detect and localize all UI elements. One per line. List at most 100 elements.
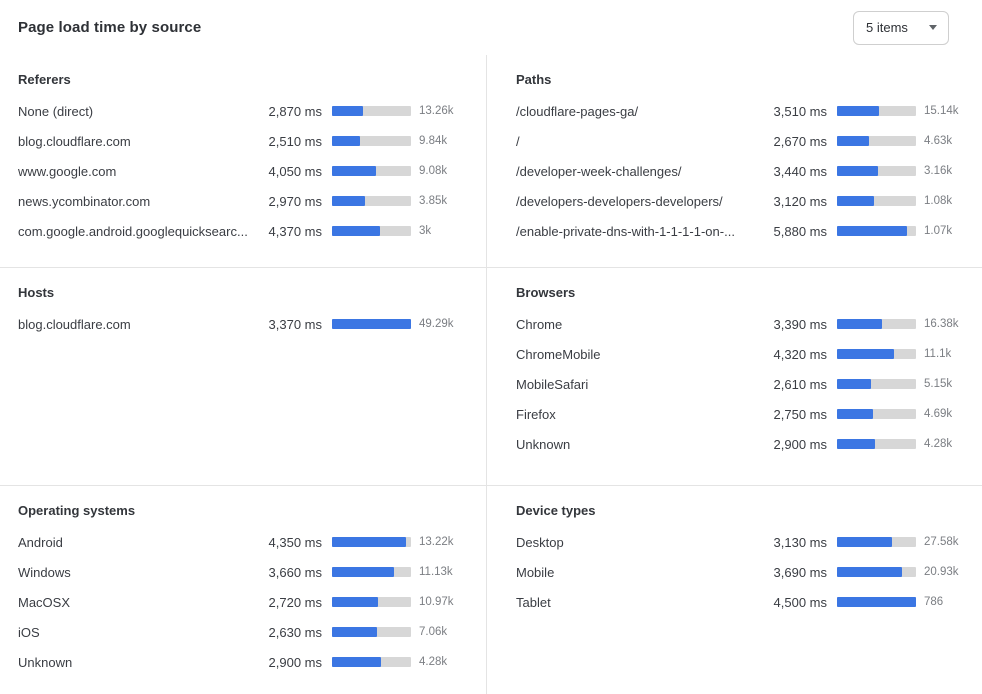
table-row[interactable]: com.google.android.googlequicksearc... 4,… bbox=[18, 216, 463, 246]
visits-count: 1.08k bbox=[924, 195, 953, 207]
bar-fill bbox=[837, 537, 892, 547]
visits-count: 4.28k bbox=[924, 438, 953, 450]
visits-count: 4.28k bbox=[419, 656, 448, 668]
bar-track bbox=[332, 319, 411, 329]
table-row[interactable]: Unknown 2,900 ms 4.28k bbox=[18, 647, 463, 677]
table-row[interactable]: /developers-developers-developers/3,120 … bbox=[516, 186, 968, 216]
table-row[interactable]: /cloudflare-pages-ga/3,510 ms 15.14k bbox=[516, 96, 968, 126]
load-time-value: 3,440 ms bbox=[773, 163, 827, 179]
visits-count: 1.07k bbox=[924, 225, 953, 237]
visits-count: 13.26k bbox=[419, 105, 454, 117]
load-time-value: 2,900 ms bbox=[268, 654, 322, 670]
bar-track bbox=[837, 379, 916, 389]
table-row[interactable]: Unknown 2,900 ms 4.28k bbox=[516, 429, 968, 459]
bar-track bbox=[837, 409, 916, 419]
visits-count: 9.08k bbox=[419, 165, 448, 177]
bar-track bbox=[837, 106, 916, 116]
table-row[interactable]: Windows 3,660 ms 11.13k bbox=[18, 557, 463, 587]
bar-fill bbox=[837, 226, 908, 236]
bar-fill bbox=[332, 567, 395, 577]
table-row[interactable]: Tablet 4,500 ms 786 bbox=[516, 587, 968, 617]
row-label: Windows bbox=[18, 564, 71, 580]
page-title: Page load time by source bbox=[18, 19, 202, 36]
panels-grid: Referers None (direct) 2,870 ms 13.26k blog.… bbox=[0, 55, 982, 694]
panel-title: Paths bbox=[516, 72, 552, 87]
visits-count: 15.14k bbox=[924, 105, 959, 117]
table-row[interactable]: MacOSX 2,720 ms 10.97k bbox=[18, 587, 463, 617]
load-time-value: 5,880 ms bbox=[773, 223, 827, 239]
bar-track bbox=[837, 136, 916, 146]
row-label: news.ycombinator.com bbox=[18, 193, 151, 209]
table-row[interactable]: MobileSafari 2,610 ms 5.15k bbox=[516, 369, 968, 399]
load-time-value: 3,130 ms bbox=[773, 534, 827, 550]
table-row[interactable]: www.google.com 4,050 ms 9.08k bbox=[18, 156, 463, 186]
bar-fill bbox=[837, 106, 879, 116]
load-time-value: 2,870 ms bbox=[268, 103, 322, 119]
table-row[interactable]: Firefox 2,750 ms 4.69k bbox=[516, 399, 968, 429]
bar-track bbox=[332, 567, 411, 577]
load-time-value: 2,510 ms bbox=[268, 133, 322, 149]
card-header: Page load time by source 5 items bbox=[0, 0, 982, 55]
bar-track bbox=[332, 597, 411, 607]
items-count-dropdown[interactable]: 5 items bbox=[853, 10, 949, 45]
caret-down-icon bbox=[929, 25, 937, 30]
bar-fill bbox=[837, 136, 869, 146]
row-label: MobileSafari bbox=[516, 376, 589, 392]
bar-track bbox=[837, 166, 916, 176]
visits-count: 27.58k bbox=[924, 536, 959, 548]
visits-count: 4.69k bbox=[924, 408, 953, 420]
visits-count: 9.84k bbox=[419, 135, 448, 147]
load-time-value: 3,120 ms bbox=[773, 193, 827, 209]
visits-count: 3k bbox=[419, 225, 432, 237]
load-time-value: 2,750 ms bbox=[773, 406, 827, 422]
bar-fill bbox=[837, 379, 872, 389]
visits-count: 11.1k bbox=[924, 348, 952, 360]
bar-fill bbox=[837, 196, 875, 206]
table-row[interactable]: news.ycombinator.com 2,970 ms 3.85k bbox=[18, 186, 463, 216]
visits-count: 4.63k bbox=[924, 135, 953, 147]
bar-track bbox=[837, 439, 916, 449]
row-label: ChromeMobile bbox=[516, 346, 601, 362]
table-row[interactable]: ChromeMobile 4,320 ms 11.1k bbox=[516, 339, 968, 369]
bar-track bbox=[332, 166, 411, 176]
table-row[interactable]: blog.cloudflare.com 2,510 ms 9.84k bbox=[18, 126, 463, 156]
row-label: Mobile bbox=[516, 564, 555, 580]
bar-fill bbox=[837, 349, 894, 359]
load-time-value: 2,610 ms bbox=[773, 376, 827, 392]
bar-fill bbox=[332, 597, 379, 607]
visits-count: 5.15k bbox=[924, 378, 953, 390]
bar-track bbox=[332, 136, 411, 146]
bar-fill bbox=[332, 226, 380, 236]
table-row[interactable]: Mobile 3,690 ms 20.93k bbox=[516, 557, 968, 587]
panel-title: Device types bbox=[516, 503, 596, 518]
table-row[interactable]: blog.cloudflare.com 3,370 ms 49.29k bbox=[18, 309, 463, 339]
row-label: Desktop bbox=[516, 534, 564, 550]
bar-track bbox=[332, 657, 411, 667]
bar-track bbox=[332, 627, 411, 637]
bar-fill bbox=[332, 537, 407, 547]
table-row[interactable]: Desktop 3,130 ms 27.58k bbox=[516, 527, 968, 557]
table-row[interactable]: /developer-week-challenges/3,440 ms 3.16k bbox=[516, 156, 968, 186]
bar-track bbox=[837, 226, 916, 236]
load-time-value: 4,370 ms bbox=[268, 223, 322, 239]
table-row[interactable]: / 2,670 ms 4.63k bbox=[516, 126, 968, 156]
table-row[interactable]: iOS 2,630 ms 7.06k bbox=[18, 617, 463, 647]
row-label: /cloudflare-pages-ga/ bbox=[516, 103, 639, 119]
table-row[interactable]: Chrome 3,390 ms 16.38k bbox=[516, 309, 968, 339]
panel-title: Operating systems bbox=[18, 503, 136, 518]
row-label: / bbox=[516, 133, 520, 149]
table-row[interactable]: /enable-private-dns-with-1-1-1-1-on-... 5… bbox=[516, 216, 968, 246]
row-label: www.google.com bbox=[18, 163, 117, 179]
table-row[interactable]: None (direct) 2,870 ms 13.26k bbox=[18, 96, 463, 126]
row-label: com.google.android.googlequicksearc... bbox=[18, 223, 248, 239]
bar-track bbox=[837, 349, 916, 359]
visits-count: 786 bbox=[924, 596, 944, 608]
row-label: /developer-week-challenges/ bbox=[516, 163, 682, 179]
panel-referers: Referers None (direct) 2,870 ms 13.26k blog.… bbox=[0, 55, 487, 268]
bar-track bbox=[332, 106, 411, 116]
visits-count: 3.85k bbox=[419, 195, 448, 207]
table-row[interactable]: Android 4,350 ms 13.22k bbox=[18, 527, 463, 557]
visits-count: 13.22k bbox=[419, 536, 454, 548]
visits-count: 16.38k bbox=[924, 318, 959, 330]
row-label: blog.cloudflare.com bbox=[18, 316, 131, 332]
